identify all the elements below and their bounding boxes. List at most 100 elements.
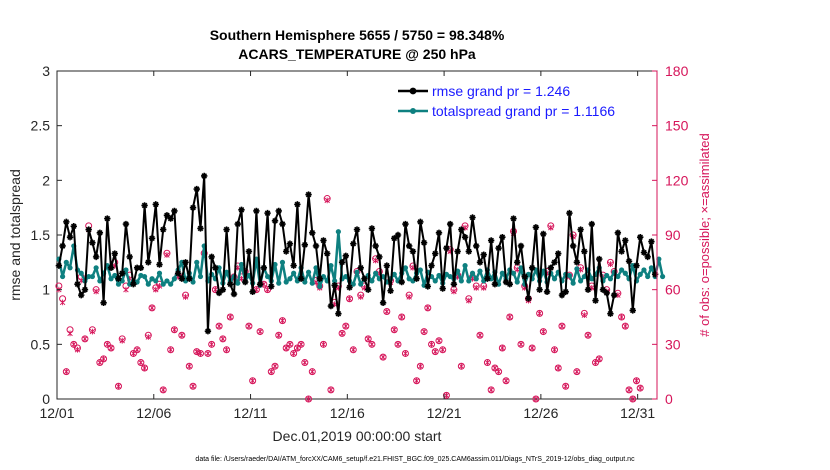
totalspread-point [86, 273, 92, 280]
obs-possible-point [379, 353, 387, 361]
obs-possible-point [308, 368, 316, 376]
rmse-point [476, 259, 484, 266]
obs-possible-point [413, 377, 421, 385]
obs-assimilated-point [89, 328, 96, 335]
obs-assimilated-point [622, 323, 629, 329]
rmse-point [424, 283, 432, 290]
y-axis-left: 0 0.5 1 1.5 2 2.5 3 [31, 63, 62, 407]
obs-assimilated-point [276, 332, 282, 339]
rmse-point [264, 209, 271, 217]
totalspread-point [283, 279, 289, 285]
obs-assimilated-point [458, 363, 465, 370]
obs-possible-point [368, 340, 376, 348]
data-file-footnote: data file: /Users/raeder/DAI/ATM_forcXX/… [195, 456, 635, 463]
rmse-point [402, 220, 409, 228]
obs-assimilated-point [499, 345, 506, 351]
y-right-tick-label: 120 [665, 172, 689, 188]
obs-assimilated-point [145, 334, 152, 340]
totalspread-point [648, 265, 655, 271]
totalspread-point [417, 267, 423, 273]
rmse-point [379, 299, 387, 306]
rmse-point [458, 226, 465, 233]
rmse-series [55, 172, 659, 335]
y-right-tick-label: 0 [665, 391, 673, 407]
obs-assimilated-point [495, 368, 502, 375]
obs-assimilated-point [328, 387, 334, 393]
rmse-point [137, 264, 145, 271]
obs-possible-point [532, 395, 540, 403]
obs-possible-point [401, 349, 409, 357]
totalspread-point [119, 278, 125, 284]
totalspread-point [618, 267, 625, 273]
obs-assimilated-point [257, 328, 263, 335]
obs-assimilated-point [74, 346, 81, 353]
obs-assimilated-point [167, 346, 174, 353]
rmse-point [506, 281, 513, 288]
obs-assimilated-point [279, 317, 286, 324]
obs-possible-point [278, 317, 286, 325]
obs-possible-point [148, 304, 156, 312]
totalspread-point [335, 229, 341, 235]
rmse-point [81, 286, 89, 293]
obs-possible-point [215, 322, 223, 330]
totalspread-point [287, 276, 293, 282]
obs-assimilated-point [551, 346, 558, 353]
rmse-point [528, 264, 536, 271]
obs-assimilated-point [93, 288, 99, 295]
totalspread-point [499, 270, 505, 276]
obs-possible-point [476, 331, 484, 339]
totalspread-point [570, 280, 576, 286]
rmse-point [543, 288, 551, 296]
obs-possible-point [498, 344, 506, 352]
obs-possible-point [193, 348, 201, 356]
obs-assimilated-point [179, 332, 185, 339]
obs-assimilated-point [432, 348, 438, 355]
rmse-point [364, 286, 372, 293]
obs-assimilated-point [298, 341, 304, 348]
y-left-tick-label: 1 [42, 282, 50, 298]
rmse-point [115, 275, 122, 282]
x-tick-label: 12/06 [136, 405, 171, 421]
chart-title-line1: Southern Hemisphere 5655 / 5750 = 98.348… [210, 27, 505, 43]
totalspread-point [622, 270, 628, 276]
rmse-point [525, 295, 532, 302]
obs-assimilated-point [108, 345, 114, 351]
totalspread-point [305, 269, 312, 275]
rmse-point [532, 224, 540, 231]
rmse-point [126, 253, 133, 261]
obs-assimilated-point [138, 359, 144, 366]
totalspread-point [637, 271, 643, 277]
rmse-point [405, 242, 413, 250]
rmse-point [63, 218, 70, 226]
rmse-point [625, 258, 633, 265]
obs-possible-point [226, 313, 234, 321]
obs-assimilated-point [395, 341, 401, 348]
obs-assimilated-point [633, 377, 640, 384]
totalspread-point [458, 278, 464, 284]
obs-assimilated-point [507, 314, 513, 320]
obs-possible-point [196, 349, 204, 357]
totalspread-point [238, 261, 245, 268]
obs-possible-point [428, 340, 436, 348]
obs-possible-point [178, 331, 186, 339]
rmse-point [245, 248, 253, 255]
obs-assimilated-point [626, 387, 632, 393]
obs-assimilated-point [428, 341, 435, 348]
rmse-point [461, 233, 469, 241]
rmse-point [156, 261, 163, 268]
rmse-point [290, 262, 297, 269]
rmse-point [178, 275, 186, 282]
totalspread-point [145, 281, 151, 287]
obs-assimilated-point [421, 328, 427, 335]
rmse-point [338, 259, 346, 266]
obs-possible-point [245, 322, 253, 330]
obs-possible-point [487, 386, 495, 394]
totalspread-point [410, 278, 416, 284]
y-right-tick-label: 90 [665, 227, 681, 243]
rmse-point [540, 230, 547, 238]
x-tick-label: 12/01 [39, 405, 74, 421]
totalspread-point [264, 273, 271, 280]
obs-assimilated-point [149, 305, 155, 311]
obs-possible-point [264, 286, 272, 294]
obs-assimilated-point [596, 356, 602, 362]
